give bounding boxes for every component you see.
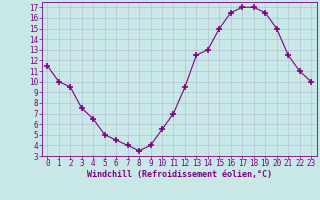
X-axis label: Windchill (Refroidissement éolien,°C): Windchill (Refroidissement éolien,°C)	[87, 170, 272, 179]
